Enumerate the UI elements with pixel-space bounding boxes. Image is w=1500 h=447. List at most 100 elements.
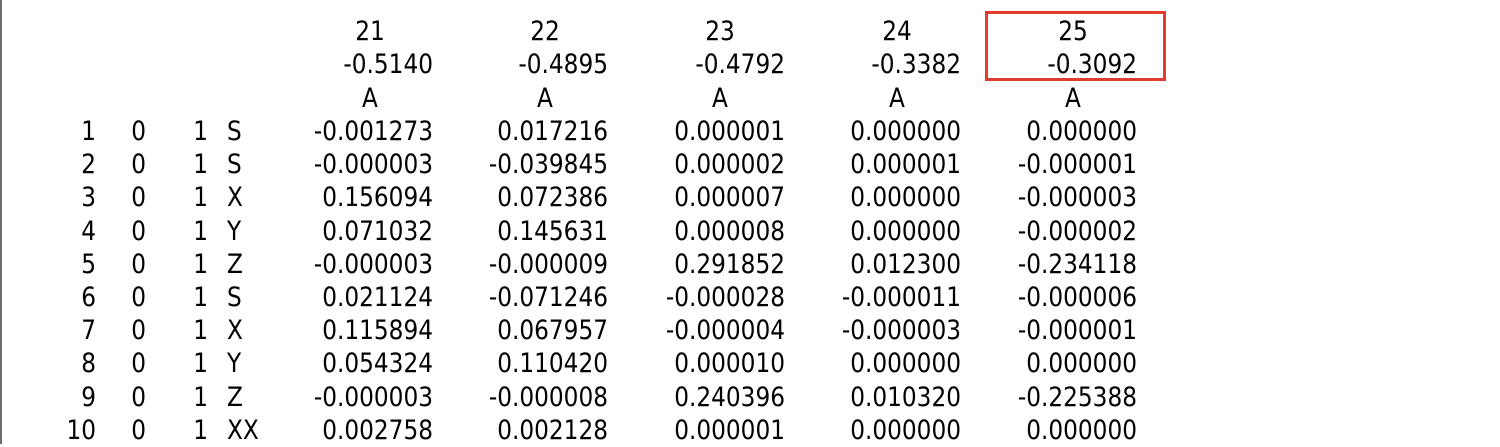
row-coefficient: -0.000004 [665,315,785,346]
highlight-box-column-25 [985,11,1166,81]
column-number: 25 [1058,16,1088,47]
row-atom-number: 1 [193,282,208,313]
row-coefficient: 0.000000 [850,182,961,213]
row-coefficient: 0.240396 [674,382,785,413]
row-basis-type: X [227,182,243,213]
column-eigenvalue: -0.4792 [695,49,785,80]
row-atom-number: 1 [193,382,208,413]
row-index: 7 [81,315,96,346]
column-number: 21 [355,16,385,47]
row-coefficient: 0.072386 [497,182,608,213]
row-atom-number: 1 [193,348,208,379]
row-basis-type: Z [227,249,243,280]
row-coefficient: 0.000002 [674,149,785,180]
row-coefficient: 0.115894 [322,315,433,346]
row-index: 8 [81,348,96,379]
row-atom-center: 0 [131,315,146,346]
column-eigenvalue: -0.4895 [518,49,608,80]
row-coefficient: 0.000001 [674,415,785,446]
row-index: 6 [81,282,96,313]
row-coefficient: 0.054324 [322,348,433,379]
row-coefficient: -0.000011 [841,282,961,313]
row-coefficient: 0.000000 [850,348,961,379]
row-index: 1 [81,116,96,147]
row-coefficient: -0.000028 [665,282,785,313]
row-basis-type: S [227,282,242,313]
row-coefficient: -0.234118 [1017,249,1137,280]
row-coefficient: 0.000001 [850,149,961,180]
row-coefficient: -0.000003 [313,149,433,180]
row-coefficient: -0.225388 [1017,382,1137,413]
row-coefficient: 0.067957 [497,315,608,346]
row-basis-type: S [227,149,242,180]
row-atom-center: 0 [131,182,146,213]
row-coefficient: 0.156094 [322,182,433,213]
row-atom-number: 1 [193,249,208,280]
row-basis-type: XX [227,415,259,446]
row-coefficient: 0.012300 [850,249,961,280]
row-coefficient: 0.291852 [674,249,785,280]
row-atom-center: 0 [131,415,146,446]
row-coefficient: 0.000000 [850,216,961,247]
window-left-border [0,0,2,444]
column-number: 24 [882,16,912,47]
row-coefficient: 0.000010 [674,348,785,379]
row-atom-number: 1 [193,216,208,247]
row-atom-number: 1 [193,415,208,446]
row-coefficient: 0.002128 [497,415,608,446]
row-atom-number: 1 [193,315,208,346]
column-symmetry: A [537,83,553,114]
row-coefficient: 0.071032 [322,216,433,247]
row-coefficient: -0.000003 [313,382,433,413]
row-coefficient: -0.000001 [1017,149,1137,180]
row-coefficient: 0.000000 [1026,116,1137,147]
column-eigenvalue: -0.5140 [343,49,433,80]
column-eigenvalue: -0.3382 [871,49,961,80]
row-atom-center: 0 [131,382,146,413]
row-coefficient: 0.010320 [850,382,961,413]
row-atom-center: 0 [131,282,146,313]
column-symmetry: A [1065,83,1081,114]
row-coefficient: 0.002758 [322,415,433,446]
row-coefficient: -0.000008 [488,382,608,413]
row-basis-type: S [227,116,242,147]
row-index: 5 [81,249,96,280]
row-coefficient: -0.000001 [1017,315,1137,346]
row-coefficient: 0.000000 [850,415,961,446]
row-basis-type: X [227,315,243,346]
row-basis-type: Y [227,348,242,379]
row-coefficient: 0.017216 [497,116,608,147]
row-coefficient: 0.000000 [1026,348,1137,379]
row-coefficient: 0.000007 [674,182,785,213]
row-coefficient: -0.039845 [488,149,608,180]
row-coefficient: 0.110420 [497,348,608,379]
column-symmetry: A [362,83,378,114]
row-atom-number: 1 [193,116,208,147]
row-atom-number: 1 [193,182,208,213]
row-coefficient: 0.021124 [322,282,433,313]
column-number: 23 [705,16,735,47]
row-coefficient: -0.000002 [1017,216,1137,247]
row-basis-type: Z [227,382,243,413]
row-coefficient: 0.000000 [1026,415,1137,446]
row-atom-center: 0 [131,149,146,180]
row-atom-center: 0 [131,116,146,147]
row-coefficient: -0.000009 [488,249,608,280]
row-basis-type: Y [227,216,242,247]
row-coefficient: -0.000003 [1017,182,1137,213]
column-symmetry: A [889,83,905,114]
row-index: 10 [66,415,96,446]
row-index: 9 [81,382,96,413]
row-coefficient: -0.071246 [488,282,608,313]
row-index: 4 [81,216,96,247]
row-atom-number: 1 [193,149,208,180]
row-coefficient: 0.000000 [850,116,961,147]
row-coefficient: -0.000003 [313,249,433,280]
row-atom-center: 0 [131,216,146,247]
row-coefficient: -0.001273 [313,116,433,147]
column-number: 22 [530,16,560,47]
row-coefficient: -0.000003 [841,315,961,346]
row-coefficient: 0.000001 [674,116,785,147]
row-index: 2 [81,149,96,180]
